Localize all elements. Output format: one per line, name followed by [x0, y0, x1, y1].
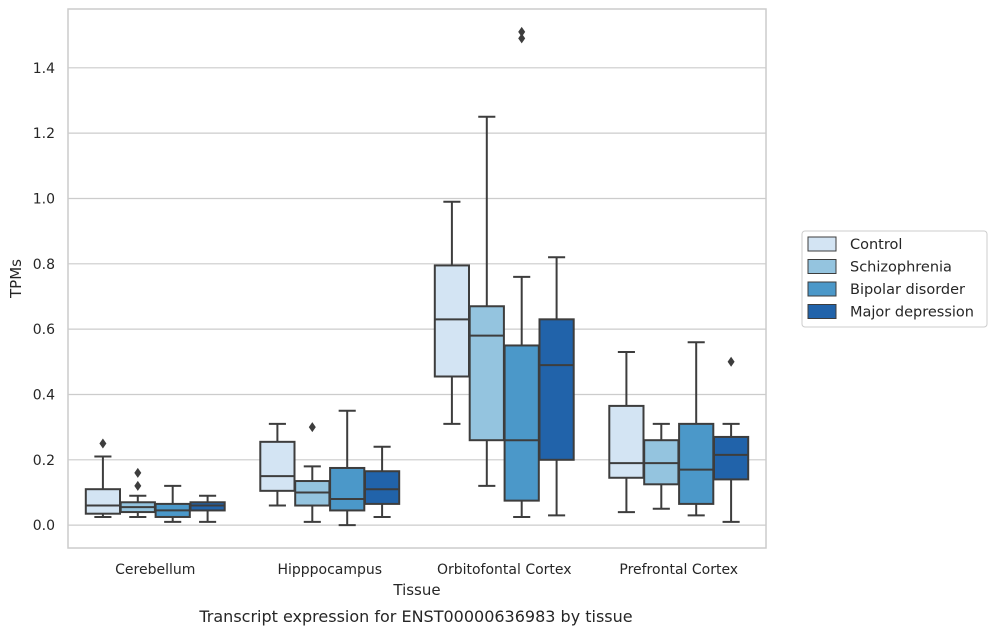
box-body: [538, 318, 575, 461]
legend-swatch: [807, 281, 837, 297]
boxes: [84, 26, 750, 527]
box-body: [84, 488, 122, 515]
box-control: [84, 438, 122, 518]
box-body: [363, 470, 401, 505]
box-body: [678, 422, 715, 505]
box-schizophrenia: [294, 422, 331, 523]
legend-swatch: [807, 236, 837, 252]
legend-label: Control: [850, 237, 902, 253]
x-axis-ticks: Cerebellum Hipppocampus Orbitofontal Corte…: [115, 562, 738, 578]
y-axis-label: TPMs: [7, 259, 25, 299]
x-axis-label: Tissue: [392, 581, 440, 599]
box-bipolar-disorder: [154, 484, 191, 523]
box-bipolar-disorder: [329, 409, 366, 527]
box-body: [712, 435, 750, 481]
grid-lines: [68, 67, 766, 526]
box-body: [608, 404, 645, 479]
box-bipolar-disorder: [678, 341, 715, 517]
x-tick-label: Orbitofontal Cortex: [437, 562, 572, 578]
figure-caption: Transcript expression for ENST0000063698…: [198, 607, 632, 626]
box-control: [608, 351, 645, 514]
x-tick-label: Prefrontal Cortex: [619, 562, 738, 578]
y-tick-label: 0.8: [33, 257, 55, 273]
box-major-depression: [189, 494, 226, 523]
legend-swatch: [807, 259, 837, 274]
box-body: [433, 264, 471, 378]
y-tick-label: 1.4: [33, 61, 55, 77]
y-axis-ticks: 0.0 0.2 0.4 0.6 0.8 1.0 1.2 1.4: [33, 61, 55, 534]
outlier-point: [518, 26, 526, 37]
box-major-depression: [538, 256, 575, 517]
x-tick-label: Hipppocampus: [277, 562, 382, 578]
legend-label: Bipolar disorder: [850, 282, 965, 298]
outlier-point: [134, 480, 142, 491]
box-body: [329, 466, 366, 512]
y-tick-label: 1.2: [33, 126, 55, 142]
plot-area-frame: [67, 8, 767, 549]
box-body: [468, 305, 505, 442]
legend-label: Major depression: [850, 305, 974, 321]
y-tick-label: 0.6: [33, 322, 55, 338]
y-tick-label: 0.4: [33, 387, 55, 403]
legend: Control Schizophrenia Bipolar disorder Majo…: [801, 230, 988, 328]
outlier-point: [727, 356, 735, 367]
outlier-point: [134, 467, 142, 478]
legend-label: Schizophrenia: [850, 260, 952, 276]
legend-frame: [801, 230, 988, 328]
box-schizophrenia: [643, 422, 680, 510]
box-schizophrenia: [468, 115, 505, 487]
box-control: [259, 422, 296, 507]
x-tick-label: Cerebellum: [115, 562, 195, 578]
outlier-point: [518, 33, 526, 44]
y-tick-label: 0.2: [33, 453, 55, 469]
outlier-point: [99, 438, 107, 449]
box-major-depression: [363, 445, 401, 518]
outlier-point: [308, 422, 316, 433]
box-body: [259, 440, 296, 492]
box-body: [503, 344, 540, 502]
legend-swatch: [807, 304, 837, 319]
box-schizophrenia: [119, 467, 156, 518]
y-tick-label: 1.0: [33, 191, 55, 207]
y-tick-label: 0.0: [33, 518, 55, 534]
box-major-depression: [712, 356, 750, 523]
box-bipolar-disorder: [503, 26, 540, 518]
box-control: [433, 200, 471, 425]
